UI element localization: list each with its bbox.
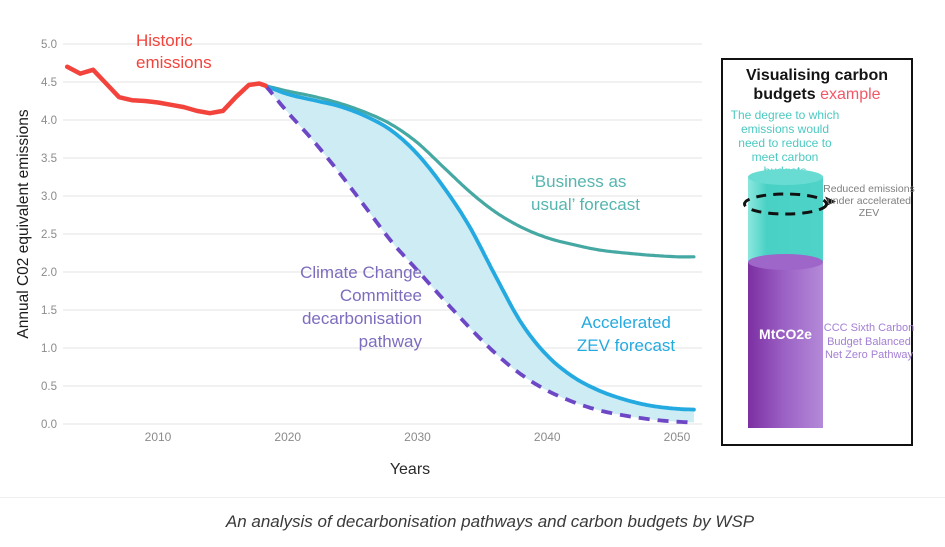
label-business-as-usual-forecast: ‘Business as usual’ forecast [531,172,640,214]
x-tick-label: 2050 [664,430,691,444]
reduced-emissions-note: Reduced emissions under accelerated ZEV [823,183,915,219]
y-tick-label: 0.0 [41,419,57,431]
x-tick-label: 2040 [534,430,561,444]
y-tick-label: 4.5 [41,77,57,89]
cylinder-purple-rim [748,254,823,270]
carbon-budget-cylinder [743,169,836,428]
series-zev [263,83,696,412]
y-tick-label: 4.0 [41,115,57,127]
cylinder-purple-body [748,262,823,428]
cylinder-unit-label: MtCO2e [759,326,812,342]
y-tick-label: 1.0 [41,343,57,355]
y-tick-label: 1.5 [41,305,57,317]
series-bau [264,84,696,259]
cylinder-teal-body [748,177,823,264]
emissions-line-chart: 2010 2020 2030 2040 2050 0.0 0.5 1.0 1.5 2.0 2.5 3.… [41,39,702,444]
label-accelerated-zev-forecast: Accelerated ZEV forecast [576,313,676,355]
figure-bottom-divider [0,497,945,498]
figure-caption: An analysis of decarbonisation pathways … [225,512,755,531]
ccc-sixth-budget-note: CCC Sixth Carbon Budget Balanced Net Zer… [823,322,915,361]
y-tick-label: 2.5 [41,229,57,241]
y-tick-label: 3.5 [41,153,57,165]
label-ccc-decarbonisation-pathway: Climate Change Committee decarbonisation… [300,263,422,351]
forecast-gap-band [265,85,694,423]
x-tick-label: 2010 [145,430,172,444]
cylinder-teal-rim [748,169,823,185]
panel-title-main: Visualising carbon budgets [746,67,888,103]
y-tick-label: 0.5 [41,381,57,393]
y-axis-title: Annual C02 equivalent emissions [15,109,32,339]
y-tick-label: 3.0 [41,191,57,203]
x-tick-label: 2030 [404,430,431,444]
carbon-budgets-panel: Visualising carbon budgets example The d… [721,58,915,446]
y-tick-label: 5.0 [41,39,57,51]
y-tick-label: 2.0 [41,267,57,279]
label-historic-emissions: Historic emissions [136,31,212,72]
dashed-ellipse-arrowhead [825,196,836,207]
x-tick-label: 2020 [274,430,301,444]
series-historic [64,64,268,116]
x-axis-title: Years [389,461,431,478]
panel-title: Visualising carbon budgets example [723,66,911,104]
panel-title-accent: example [820,86,881,103]
series-ccc [264,84,695,425]
